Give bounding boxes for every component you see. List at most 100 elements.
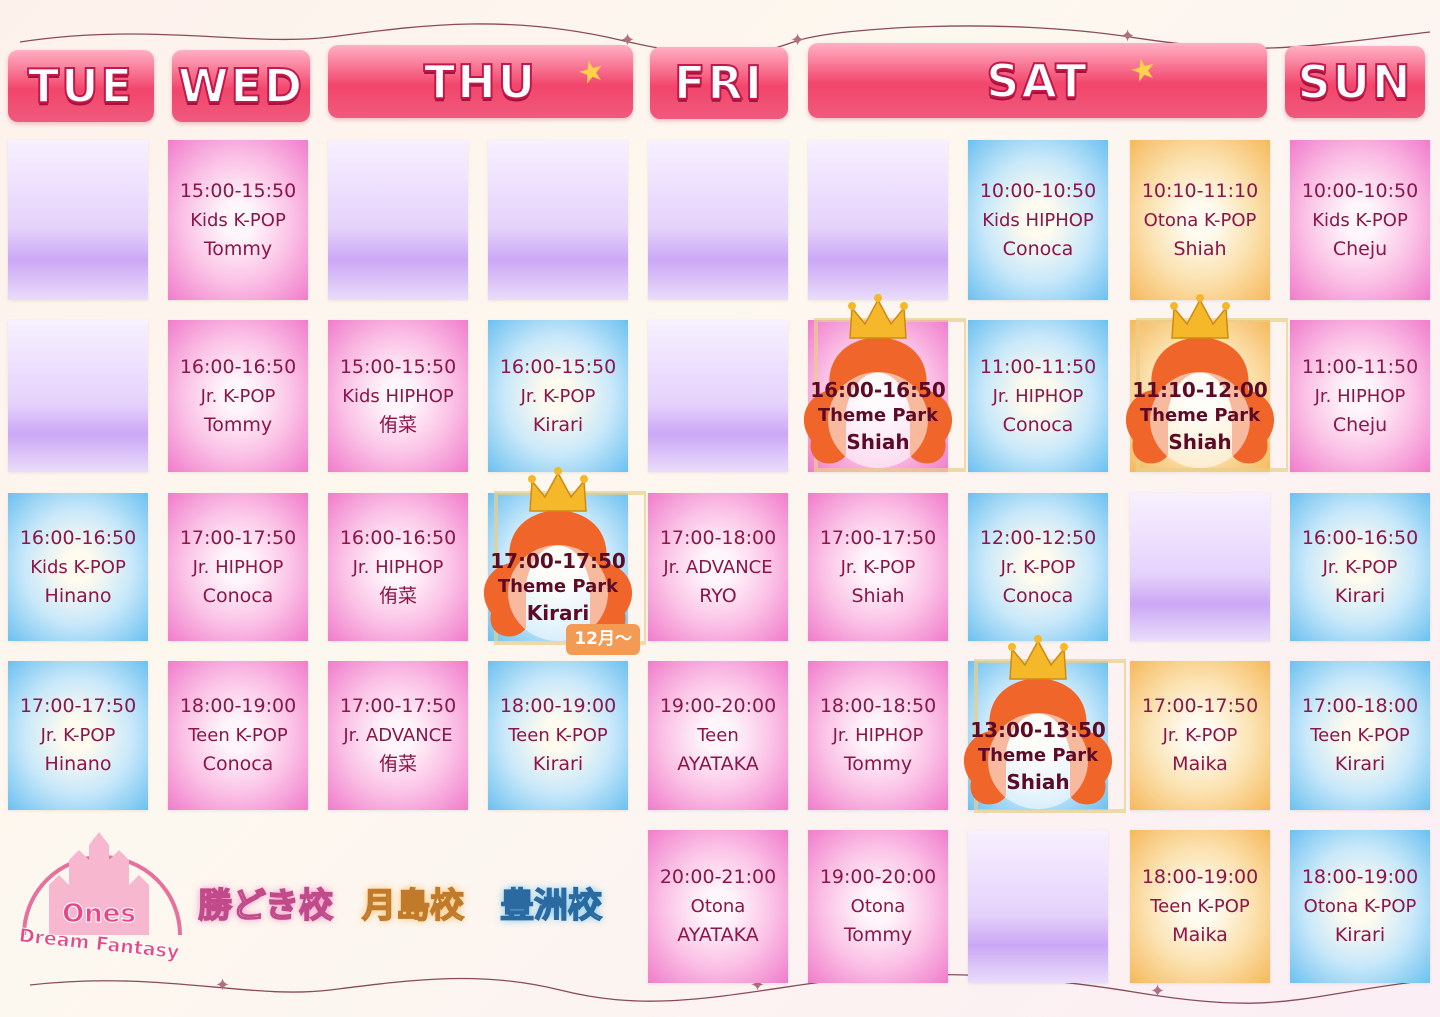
empty-slot	[1130, 493, 1270, 641]
class-time: 10:00-10:50	[1301, 179, 1419, 202]
start-month-badge: 12月〜	[566, 624, 640, 655]
class-slot: 19:00-20:00 Teen AYATAKA	[648, 661, 788, 810]
class-time: 16:00-16:50	[179, 355, 297, 378]
class-slot: 18:00-18:50 Jr. HIPHOP Tommy	[808, 661, 948, 810]
class-slot: 10:00-10:50 Kids HIPHOP Conoca	[968, 140, 1108, 300]
class-teacher: Maika	[1172, 753, 1228, 775]
class-time: 15:00-15:50	[179, 179, 297, 202]
header-thu: THU ★	[328, 45, 633, 118]
day-label: FRI	[673, 55, 764, 111]
class-teacher: Cheju	[1332, 413, 1388, 436]
class-name: Jr. HIPHOP	[352, 556, 444, 578]
class-teacher: Conoca	[1002, 413, 1074, 436]
class-teacher: Hinano	[44, 584, 112, 607]
header-sun: SUN	[1285, 46, 1425, 118]
class-name: Teen K-POP	[1150, 896, 1250, 917]
class-teacher: Tommy	[203, 237, 273, 260]
class-time: 17:00-17:50	[490, 549, 626, 573]
class-slot: 16:00-16:50 Jr. K-POP Tommy	[168, 320, 308, 472]
class-slot: 18:00-19:00 Otona K-POP Kirari	[1290, 830, 1430, 983]
svg-text:✦: ✦	[215, 975, 230, 996]
class-teacher: Kirari	[532, 753, 584, 775]
class-time: 17:00-18:00	[659, 526, 777, 549]
class-slot: 17:00-18:00 Jr. ADVANCE RYO	[648, 493, 788, 641]
legend-toyosu: 豊洲校	[499, 885, 603, 927]
class-name: Theme Park	[817, 405, 939, 426]
class-teacher: Kirari	[526, 601, 590, 625]
class-teacher: Shiah	[1168, 430, 1232, 454]
class-slot: 18:00-19:00 Teen K-POP Kirari	[488, 661, 628, 810]
class-slot: 15:00-15:50 Kids HIPHOP 侑菜	[328, 320, 468, 472]
class-slot: 16:00-16:50 Kids K-POP Hinano	[8, 493, 148, 641]
header-tue: TUE	[8, 50, 154, 122]
class-time: 17:00-17:50	[339, 695, 457, 717]
class-teacher: Tommy	[843, 924, 913, 946]
class-time: 18:00-19:00	[1141, 866, 1259, 888]
empty-slot	[648, 320, 788, 472]
class-time: 16:00-16:50	[339, 526, 457, 549]
class-time: 12:00-12:50	[979, 526, 1097, 549]
class-name: Teen K-POP	[508, 725, 608, 746]
header-wed: WED	[172, 50, 310, 122]
class-time: 17:00-17:50	[19, 695, 137, 717]
empty-slot	[808, 140, 948, 300]
class-time: 17:00-17:50	[819, 526, 937, 549]
empty-slot	[488, 140, 628, 300]
class-name: Kids HIPHOP	[342, 385, 454, 407]
class-time: 17:00-17:50	[1141, 695, 1259, 717]
class-teacher: Conoca	[1002, 584, 1074, 607]
class-time: 11:00-11:50	[979, 355, 1097, 378]
class-teacher: RYO	[699, 584, 737, 607]
theme-park-class-slot: 11:10-12:00 Theme Park Shiah	[1125, 294, 1288, 472]
theme-park-class-slot: 13:00-13:50 Theme Park Shiah	[963, 635, 1126, 813]
class-teacher: Maika	[1172, 924, 1228, 946]
empty-slot	[8, 320, 148, 472]
class-teacher: Shiah	[1006, 769, 1070, 794]
class-info: 13:00-13:50 Theme Park Shiah	[970, 717, 1106, 795]
theme-park-class-slot: 16:00-16:50 Theme Park Shiah	[803, 294, 966, 472]
class-name: Theme Park	[1139, 405, 1261, 426]
class-name: Jr. HIPHOP	[832, 725, 924, 746]
header-fri: FRI	[650, 47, 788, 119]
class-name: Otona	[850, 896, 906, 917]
class-name: Jr. K-POP	[1162, 725, 1238, 746]
class-name: Teen K-POP	[1310, 725, 1410, 746]
class-name: Otona K-POP	[1303, 896, 1417, 917]
class-slot: 16:00-15:50 Jr. K-POP Kirari	[488, 320, 628, 472]
logo-text-ones: Ones	[62, 899, 136, 929]
class-teacher: Kirari	[1334, 753, 1386, 775]
class-name: Kids K-POP	[1312, 209, 1408, 231]
class-teacher: Shiah	[851, 584, 905, 607]
class-teacher: 侑菜	[378, 753, 417, 775]
class-time: 13:00-13:50	[970, 717, 1106, 742]
shooting-star-icon: ★	[574, 52, 610, 93]
class-teacher: Hinano	[44, 753, 112, 775]
class-time: 11:00-11:50	[1301, 355, 1419, 378]
class-time: 16:00-16:50	[19, 526, 137, 549]
class-name: Otona	[690, 896, 746, 917]
day-label: WED	[177, 58, 305, 114]
class-slot: 11:00-11:50 Jr. HIPHOP Cheju	[1290, 320, 1430, 472]
theme-park-class-slot: 17:00-17:50 Theme Park Kirari 12月〜	[483, 467, 646, 655]
class-time: 17:00-18:00	[1301, 695, 1419, 717]
class-name: Jr. K-POP	[840, 556, 916, 578]
class-name: Kids K-POP	[30, 556, 126, 578]
class-name: Teen K-POP	[188, 725, 288, 746]
class-slot: 16:00-16:50 Jr. K-POP Kirari	[1290, 493, 1430, 641]
class-name: Otona K-POP	[1143, 209, 1257, 231]
class-name: Jr. ADVANCE	[663, 556, 773, 578]
class-name: Jr. HIPHOP	[1314, 385, 1406, 407]
shooting-star-icon: ★	[1126, 50, 1162, 91]
class-name: Jr. K-POP	[1322, 556, 1398, 578]
class-time: 19:00-20:00	[659, 695, 777, 717]
class-teacher: Cheju	[1332, 237, 1388, 260]
class-name: Jr. HIPHOP	[192, 556, 284, 578]
class-name: Kids HIPHOP	[982, 209, 1094, 231]
class-time: 11:10-12:00	[1132, 378, 1268, 402]
empty-slot	[968, 830, 1108, 983]
class-teacher: Conoca	[1002, 237, 1074, 260]
class-teacher: Conoca	[202, 584, 274, 607]
class-name: Teen	[697, 725, 739, 746]
legend-tsukishima: 月島校	[361, 885, 465, 927]
class-name: Jr. ADVANCE	[343, 725, 453, 746]
